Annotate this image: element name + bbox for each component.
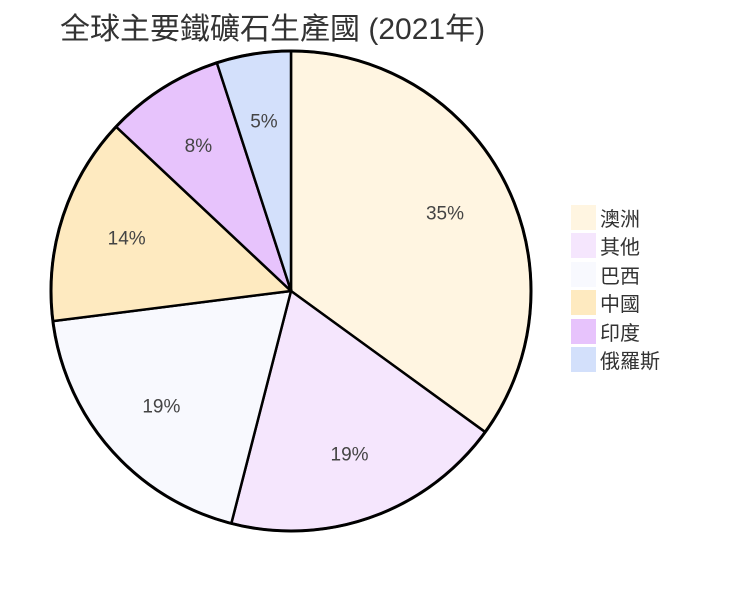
legend-swatch <box>571 290 596 316</box>
legend-swatch <box>571 318 596 344</box>
legend-label: 其他 <box>600 237 640 260</box>
pie-outline <box>49 49 533 533</box>
slice-label: 8% <box>185 136 213 157</box>
legend: 澳洲 其他 巴西 中國 印度 俄羅斯 <box>571 203 660 374</box>
legend-item[interactable]: 其他 <box>571 232 660 261</box>
slice-label: 19% <box>331 445 369 466</box>
slice-label: 35% <box>426 204 464 225</box>
legend-label: 中國 <box>600 294 640 317</box>
legend-swatch <box>571 204 596 230</box>
legend-label: 俄羅斯 <box>600 351 660 374</box>
legend-label: 印度 <box>600 322 640 345</box>
legend-item[interactable]: 澳洲 <box>571 203 660 232</box>
legend-label: 澳洲 <box>600 208 640 231</box>
legend-swatch <box>571 347 596 373</box>
legend-swatch <box>571 261 596 287</box>
legend-swatch <box>571 233 596 259</box>
chart-title: 全球主要鐵礦石生產國 (2021年) <box>60 13 486 46</box>
slice-label: 14% <box>108 229 146 250</box>
slice-label: 5% <box>250 111 278 132</box>
slice-label: 19% <box>142 396 180 417</box>
legend-item[interactable]: 中國 <box>571 289 660 318</box>
legend-label: 巴西 <box>600 265 640 288</box>
legend-item[interactable]: 巴西 <box>571 260 660 289</box>
legend-item[interactable]: 印度 <box>571 317 660 346</box>
legend-item[interactable]: 俄羅斯 <box>571 346 660 375</box>
